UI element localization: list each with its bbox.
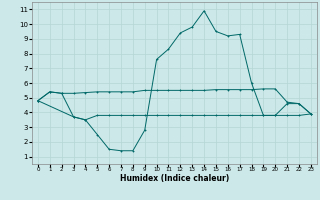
X-axis label: Humidex (Indice chaleur): Humidex (Indice chaleur) [120, 174, 229, 183]
